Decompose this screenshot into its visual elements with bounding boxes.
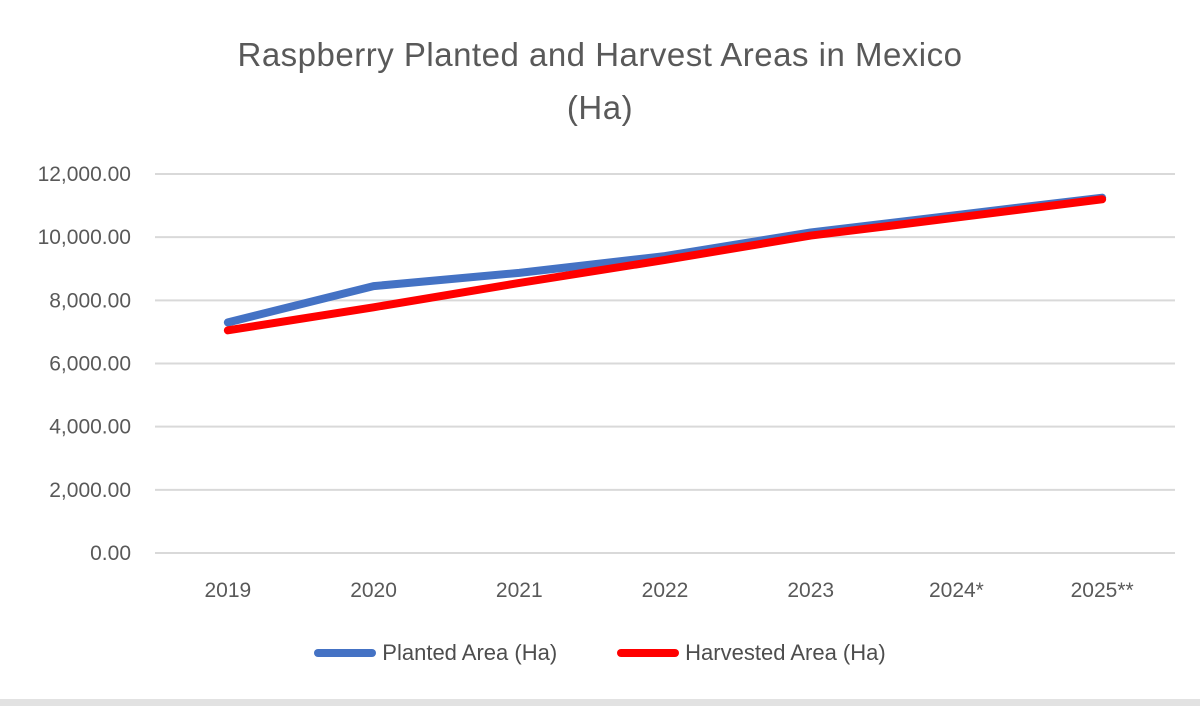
plot-area: 0.00 2,000.00 4,000.00 6,000.00 8,000.00 10,0… [38,163,1175,602]
y-axis-tick-label: 4,000.00 [49,416,131,439]
x-axis-tick-label: 2020 [350,579,397,602]
x-axis-tick-label: 2023 [787,579,834,602]
legend-item-harvested: Harvested Area (Ha) [617,640,886,666]
chart-title-line-1: Raspberry Planted and Harvest Areas in M… [237,36,963,73]
y-axis-tick-label: 2,000.00 [49,479,131,502]
y-axis-tick-label: 10,000.00 [38,226,131,249]
y-axis-tick-label: 8,000.00 [49,289,131,312]
legend: Planted Area (Ha) Harvested Area (Ha) [0,640,1200,666]
chart-title-line-2: (Ha) [566,89,634,126]
chart-title: Raspberry Planted and Harvest Areas in M… [0,28,1200,134]
y-axis-tick-label: 6,000.00 [49,353,131,376]
bottom-border [0,699,1200,706]
series-line-harvested [223,195,1107,335]
x-axis-tick-label: 2021 [496,579,543,602]
x-axis-tick-label: 2019 [204,579,251,602]
x-axis-tick-label: 2024* [929,579,984,602]
x-axis-tick-label: 2022 [642,579,689,602]
y-axis-tick-label: 0.00 [90,542,131,565]
planted-series-swatch [314,649,377,657]
y-axis-tick-label: 12,000.00 [38,163,131,186]
legend-label-harvested: Harvested Area (Ha) [685,640,886,665]
legend-item-planted: Planted Area (Ha) [314,640,557,666]
legend-label-planted: Planted Area (Ha) [382,640,558,665]
harvested-series-swatch [617,649,680,657]
x-axis-tick-label: 2025** [1071,579,1134,602]
